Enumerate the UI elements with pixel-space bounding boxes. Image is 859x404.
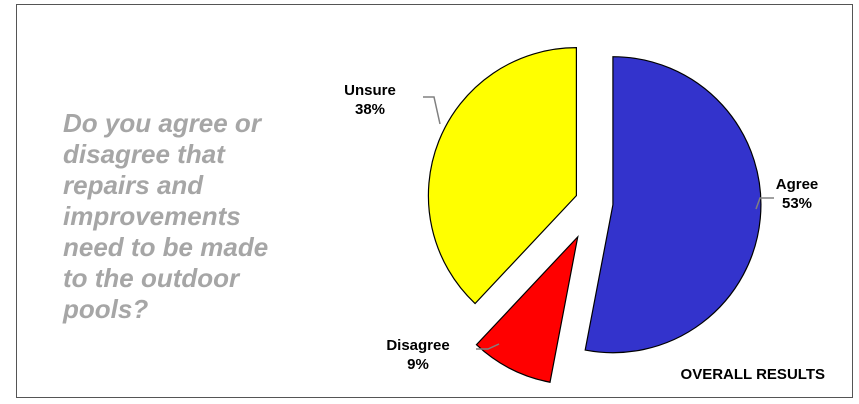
slice-label-disagree: Disagree 9% (386, 337, 449, 373)
leader-line-disagree (476, 343, 500, 350)
question-text: Do you agree or disagree that repairs an… (63, 108, 269, 324)
pie-slice-disagree (475, 234, 579, 383)
overall-results-label: OVERALL RESULTS (680, 366, 825, 383)
pie-slice-agree (584, 56, 762, 354)
leader-line-agree (755, 197, 774, 210)
slice-label-agree: Agree 53% (776, 176, 819, 212)
leader-line-unsure (423, 96, 441, 125)
slice-label-unsure: Unsure 38% (344, 82, 396, 118)
pie-slice-unsure (427, 47, 578, 305)
